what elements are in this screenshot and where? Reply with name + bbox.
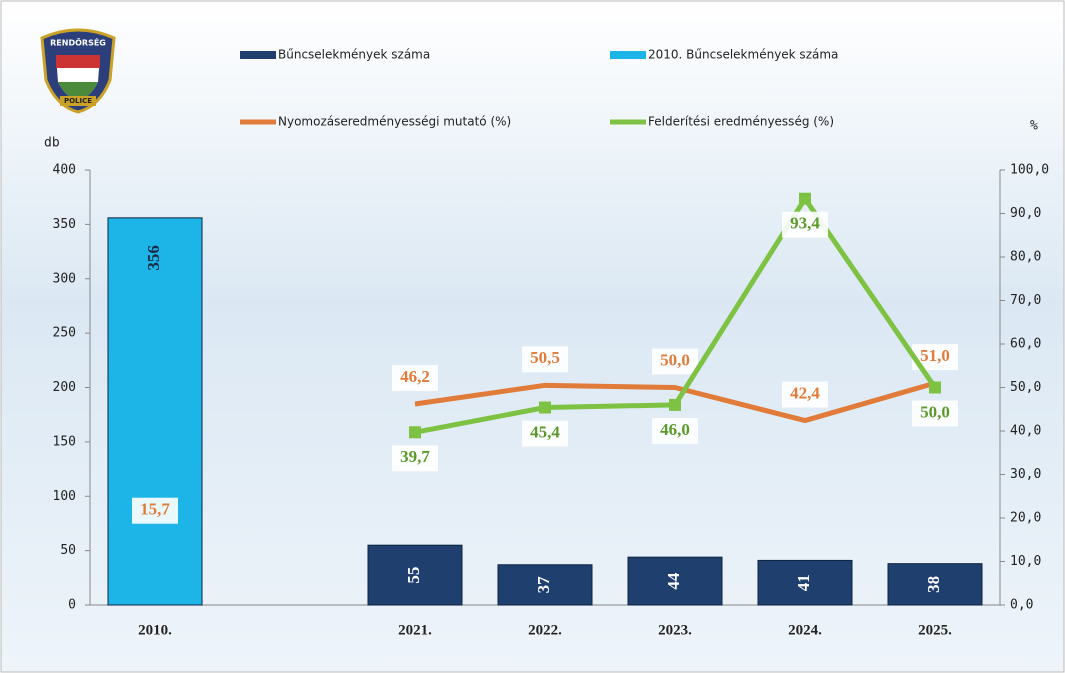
marker — [799, 193, 811, 205]
line-label: 42,4 — [790, 383, 820, 402]
y2-tick-label: 90,0 — [1010, 206, 1041, 221]
bar-label: 37 — [534, 576, 553, 594]
y2-axis-label: % — [1030, 119, 1038, 134]
y-axis-label: db — [44, 136, 60, 151]
line-label: 46,0 — [660, 420, 690, 439]
y2-tick-label: 80,0 — [1010, 250, 1041, 265]
y-tick-label: 0 — [68, 598, 76, 613]
y-tick-label: 350 — [53, 217, 76, 232]
line-label: 45,4 — [530, 422, 560, 441]
x-tick-label: 2022. — [528, 622, 562, 638]
y2-tick-label: 20,0 — [1010, 511, 1041, 526]
logo-bottom: POLICE — [64, 97, 92, 105]
y-tick-label: 150 — [53, 434, 76, 449]
y2-tick-label: 30,0 — [1010, 467, 1041, 482]
line-label: 39,7 — [400, 447, 430, 466]
line-label: 15,7 — [140, 500, 170, 519]
y2-tick-label: 70,0 — [1010, 293, 1041, 308]
legend-swatch — [240, 51, 276, 59]
line-label: 46,2 — [400, 367, 430, 386]
bar-label: 55 — [404, 567, 423, 584]
bar-label: 41 — [794, 574, 813, 591]
y-tick-label: 200 — [53, 380, 76, 395]
y-tick-label: 100 — [53, 489, 76, 504]
x-tick-label: 2025. — [918, 622, 952, 638]
legend-swatch — [240, 120, 276, 125]
y-tick-label: 400 — [53, 163, 76, 178]
bar-label: 356 — [144, 245, 163, 271]
bar-label: 38 — [924, 576, 943, 593]
marker — [539, 402, 551, 414]
y2-tick-label: 50,0 — [1010, 380, 1041, 395]
x-tick-label: 2023. — [658, 622, 692, 638]
y-tick-label: 250 — [53, 326, 76, 341]
y2-tick-label: 0,0 — [1010, 598, 1033, 613]
y-tick-label: 300 — [53, 271, 76, 286]
legend-swatch — [610, 51, 646, 59]
legend-swatch — [610, 120, 646, 125]
y2-tick-label: 100,0 — [1010, 163, 1049, 178]
line-label: 51,0 — [920, 346, 950, 365]
line-label: 93,4 — [790, 214, 820, 233]
x-tick-label: 2024. — [788, 622, 822, 638]
y2-tick-label: 60,0 — [1010, 337, 1041, 352]
logo-top: RENDŐRSÉG — [50, 37, 106, 48]
line-label: 50,0 — [920, 402, 950, 421]
line-label: 50,0 — [660, 350, 690, 369]
chart: RENDŐRSÉG POLICE db % 0 50 100 150 200 250 300… — [0, 0, 1065, 673]
y-tick-label: 50 — [60, 543, 76, 558]
legend-label: Nyomozáseredményességi mutató (%) — [278, 115, 511, 129]
marker — [409, 426, 421, 438]
line-label: 50,5 — [530, 348, 560, 367]
x-tick-label: 2010. — [138, 622, 172, 638]
legend-label: Felderítési eredményesség (%) — [648, 115, 834, 129]
marker — [929, 382, 941, 394]
x-tick-label: 2021. — [398, 622, 432, 638]
bar-label: 44 — [664, 572, 683, 590]
bar — [108, 218, 202, 605]
legend-label: 2010. Bűncselekmények száma — [648, 48, 838, 62]
y2-tick-label: 40,0 — [1010, 424, 1041, 439]
legend-label: Bűncselekmények száma — [278, 48, 430, 62]
y2-tick-label: 10,0 — [1010, 554, 1041, 569]
marker — [669, 399, 681, 411]
